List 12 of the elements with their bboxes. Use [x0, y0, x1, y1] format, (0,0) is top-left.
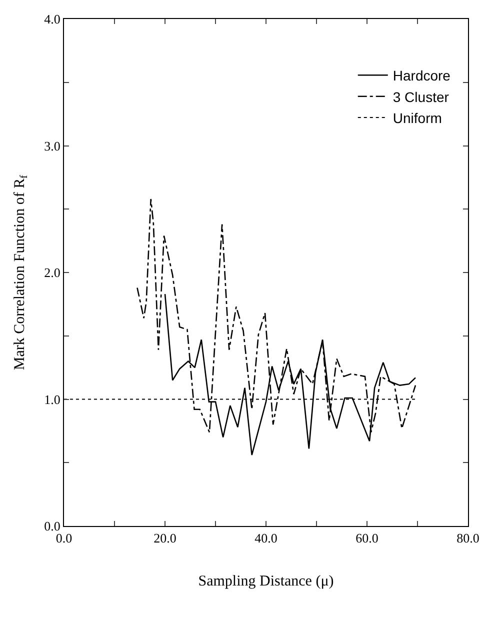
y-tick-label: 3.0	[44, 138, 60, 154]
x-tick-label: 40.0	[254, 530, 278, 546]
legend-label: 3 Cluster	[392, 88, 450, 105]
y-tick-label: 1.0	[44, 392, 60, 407]
x-tick-label: 60.0	[356, 530, 378, 546]
legend-label: Uniform	[392, 110, 442, 126]
x-tick-label: 20.0	[154, 530, 176, 546]
x-tick-label: 80.0	[456, 530, 480, 546]
legend-label: Hardcore	[392, 68, 451, 84]
x-axis-title: Sampling Distance (μ)	[198, 574, 334, 590]
y-tick-label: 4.0	[44, 12, 60, 27]
y-tick-label: 2.0	[44, 265, 60, 280]
